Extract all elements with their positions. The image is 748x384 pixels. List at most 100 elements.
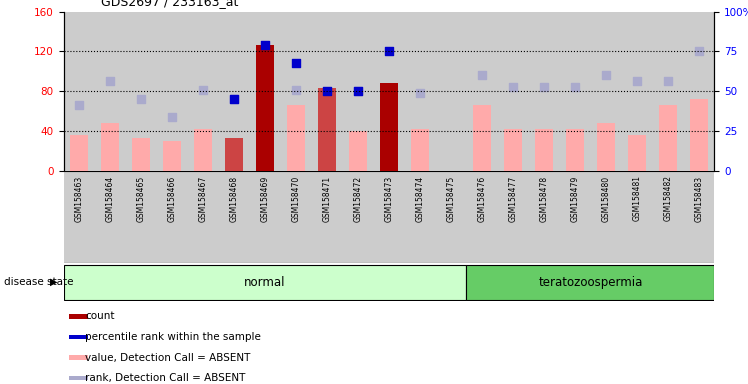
Bar [405,12,435,171]
Bar [311,12,343,171]
Bar [250,171,280,263]
Bar [250,12,280,171]
Text: GSM158471: GSM158471 [322,175,331,222]
Bar [286,105,305,171]
Bar [101,123,120,171]
Text: value, Detection Call = ABSENT: value, Detection Call = ABSENT [85,353,251,362]
Point [73,102,85,108]
Point [693,48,705,55]
Bar [597,123,615,171]
Bar [256,45,275,171]
Text: GSM158478: GSM158478 [539,175,548,222]
Point [228,96,240,102]
Bar [497,171,528,263]
Bar [94,171,126,263]
Bar [684,171,714,263]
Text: GSM158467: GSM158467 [198,175,207,222]
Bar [224,138,243,171]
FancyBboxPatch shape [64,265,467,300]
Bar [690,99,708,171]
Bar [69,355,88,360]
Text: rank, Detection Call = ABSENT: rank, Detection Call = ABSENT [85,373,245,383]
Text: GSM158476: GSM158476 [477,175,486,222]
Bar [343,171,373,263]
Point [290,60,302,66]
Bar [380,83,398,171]
Text: GSM158473: GSM158473 [384,175,393,222]
Text: GSM158481: GSM158481 [632,175,641,222]
Text: GSM158480: GSM158480 [601,175,610,222]
Bar [528,171,560,263]
Bar [156,171,188,263]
Bar [70,135,88,171]
Bar [628,135,646,171]
Bar [622,171,652,263]
Point [290,87,302,93]
Text: count: count [85,311,114,321]
Bar [590,12,622,171]
Bar [503,129,522,171]
Point [631,78,643,84]
Bar [156,12,188,171]
Text: GSM158464: GSM158464 [105,175,114,222]
Point [259,42,271,48]
Point [104,78,116,84]
Bar [435,171,467,263]
Text: ▶: ▶ [50,277,58,287]
Bar [473,105,491,171]
Bar [64,171,94,263]
Text: GSM158465: GSM158465 [137,175,146,222]
Point [352,88,364,94]
Bar [497,12,528,171]
Point [600,72,612,78]
Bar [528,12,560,171]
Point [197,87,209,93]
Text: percentile rank within the sample: percentile rank within the sample [85,332,261,342]
Bar [163,141,181,171]
Bar [69,376,88,381]
Bar [126,171,156,263]
Point [538,84,550,90]
Text: GSM158475: GSM158475 [447,175,456,222]
Text: GSM158474: GSM158474 [415,175,424,222]
Text: GSM158469: GSM158469 [260,175,269,222]
Point [507,84,519,90]
Text: GDS2697 / 233163_at: GDS2697 / 233163_at [101,0,239,8]
Point [414,90,426,96]
Bar [467,12,497,171]
Bar [411,129,429,171]
Bar [565,129,584,171]
Bar [684,12,714,171]
Point [135,96,147,102]
Point [166,114,178,120]
Bar [343,12,373,171]
Bar [188,171,218,263]
Text: GSM158470: GSM158470 [292,175,301,222]
Text: GSM158479: GSM158479 [571,175,580,222]
Point [321,88,333,94]
Text: normal: normal [245,276,286,289]
Bar [132,138,150,171]
Bar [652,171,684,263]
Bar [590,171,622,263]
Bar [373,171,405,263]
Text: GSM158477: GSM158477 [509,175,518,222]
Point [352,88,364,94]
Point [662,78,674,84]
Text: GSM158468: GSM158468 [230,175,239,222]
Bar [349,131,367,171]
Bar [194,129,212,171]
Bar [69,314,88,319]
Bar [218,171,250,263]
Point [383,48,395,55]
Text: GSM158482: GSM158482 [663,175,672,222]
Bar [652,12,684,171]
Bar [405,171,435,263]
Bar [94,12,126,171]
Bar [560,12,590,171]
Bar [318,88,337,171]
Bar [280,12,311,171]
Bar [218,12,250,171]
Point [569,84,581,90]
Bar [64,12,94,171]
